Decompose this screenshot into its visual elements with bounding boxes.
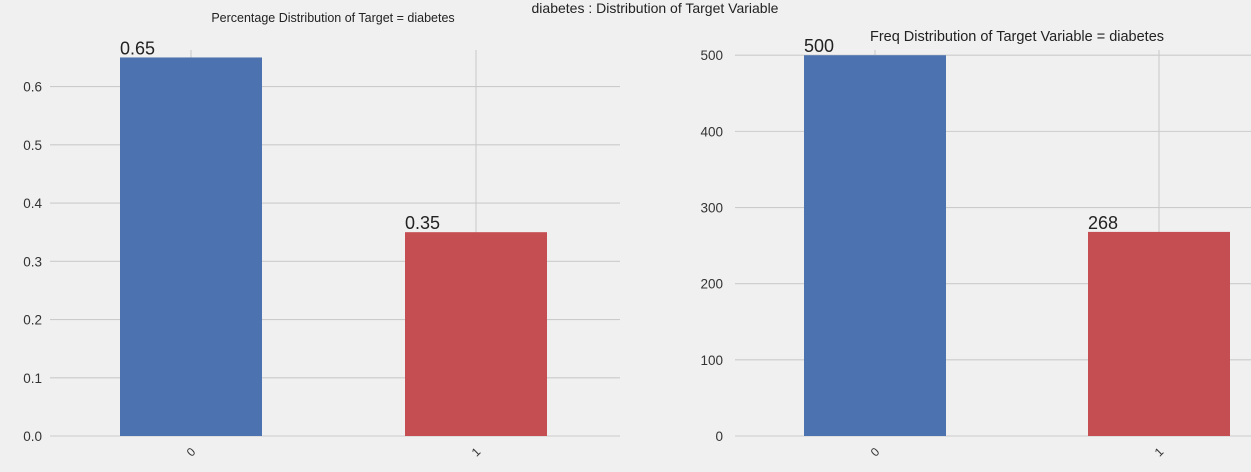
- frequency-chart: Freq Distribution of Target Variable = d…: [700, 29, 1251, 459]
- frequency-ytick-label: 400: [700, 124, 723, 139]
- percentage-chart: Percentage Distribution of Target = diab…: [23, 11, 620, 459]
- frequency-bar-value-label: 500: [804, 36, 834, 56]
- percentage-ytick-label: 0.1: [23, 371, 42, 386]
- frequency-ytick-label: 0: [715, 429, 723, 444]
- percentage-xtick-label: 0: [184, 444, 199, 459]
- frequency-xtick-label: 0: [868, 444, 883, 459]
- frequency-bar-1: [1088, 231, 1230, 436]
- percentage-xtick-label: 1: [469, 444, 484, 459]
- frequency-ytick-label: 200: [700, 277, 723, 292]
- percentage-bar-0: [120, 57, 262, 437]
- percentage-ytick-label: 0.0: [23, 429, 42, 444]
- percentage-chart-title: Percentage Distribution of Target = diab…: [211, 11, 454, 25]
- percentage-ytick-label: 0.4: [23, 196, 42, 211]
- figure-suptitle: diabetes : Distribution of Target Variab…: [532, 0, 779, 16]
- percentage-ytick-label: 0.5: [23, 138, 42, 153]
- frequency-bar-0: [804, 55, 946, 436]
- frequency-xtick-label: 1: [1152, 444, 1167, 459]
- percentage-ytick-label: 0.2: [23, 313, 42, 328]
- frequency-bar-value-label: 268: [1088, 213, 1118, 233]
- percentage-bar-value-label: 0.65: [120, 38, 155, 58]
- frequency-chart-title: Freq Distribution of Target Variable = d…: [870, 29, 1164, 45]
- percentage-ytick-label: 0.6: [23, 80, 42, 95]
- percentage-bar-1: [405, 232, 547, 436]
- frequency-ytick-label: 300: [700, 201, 723, 216]
- frequency-ytick-label: 500: [700, 48, 723, 63]
- percentage-bar-value-label: 0.35: [405, 213, 440, 233]
- frequency-ytick-label: 100: [700, 353, 723, 368]
- percentage-ytick-label: 0.3: [23, 254, 42, 269]
